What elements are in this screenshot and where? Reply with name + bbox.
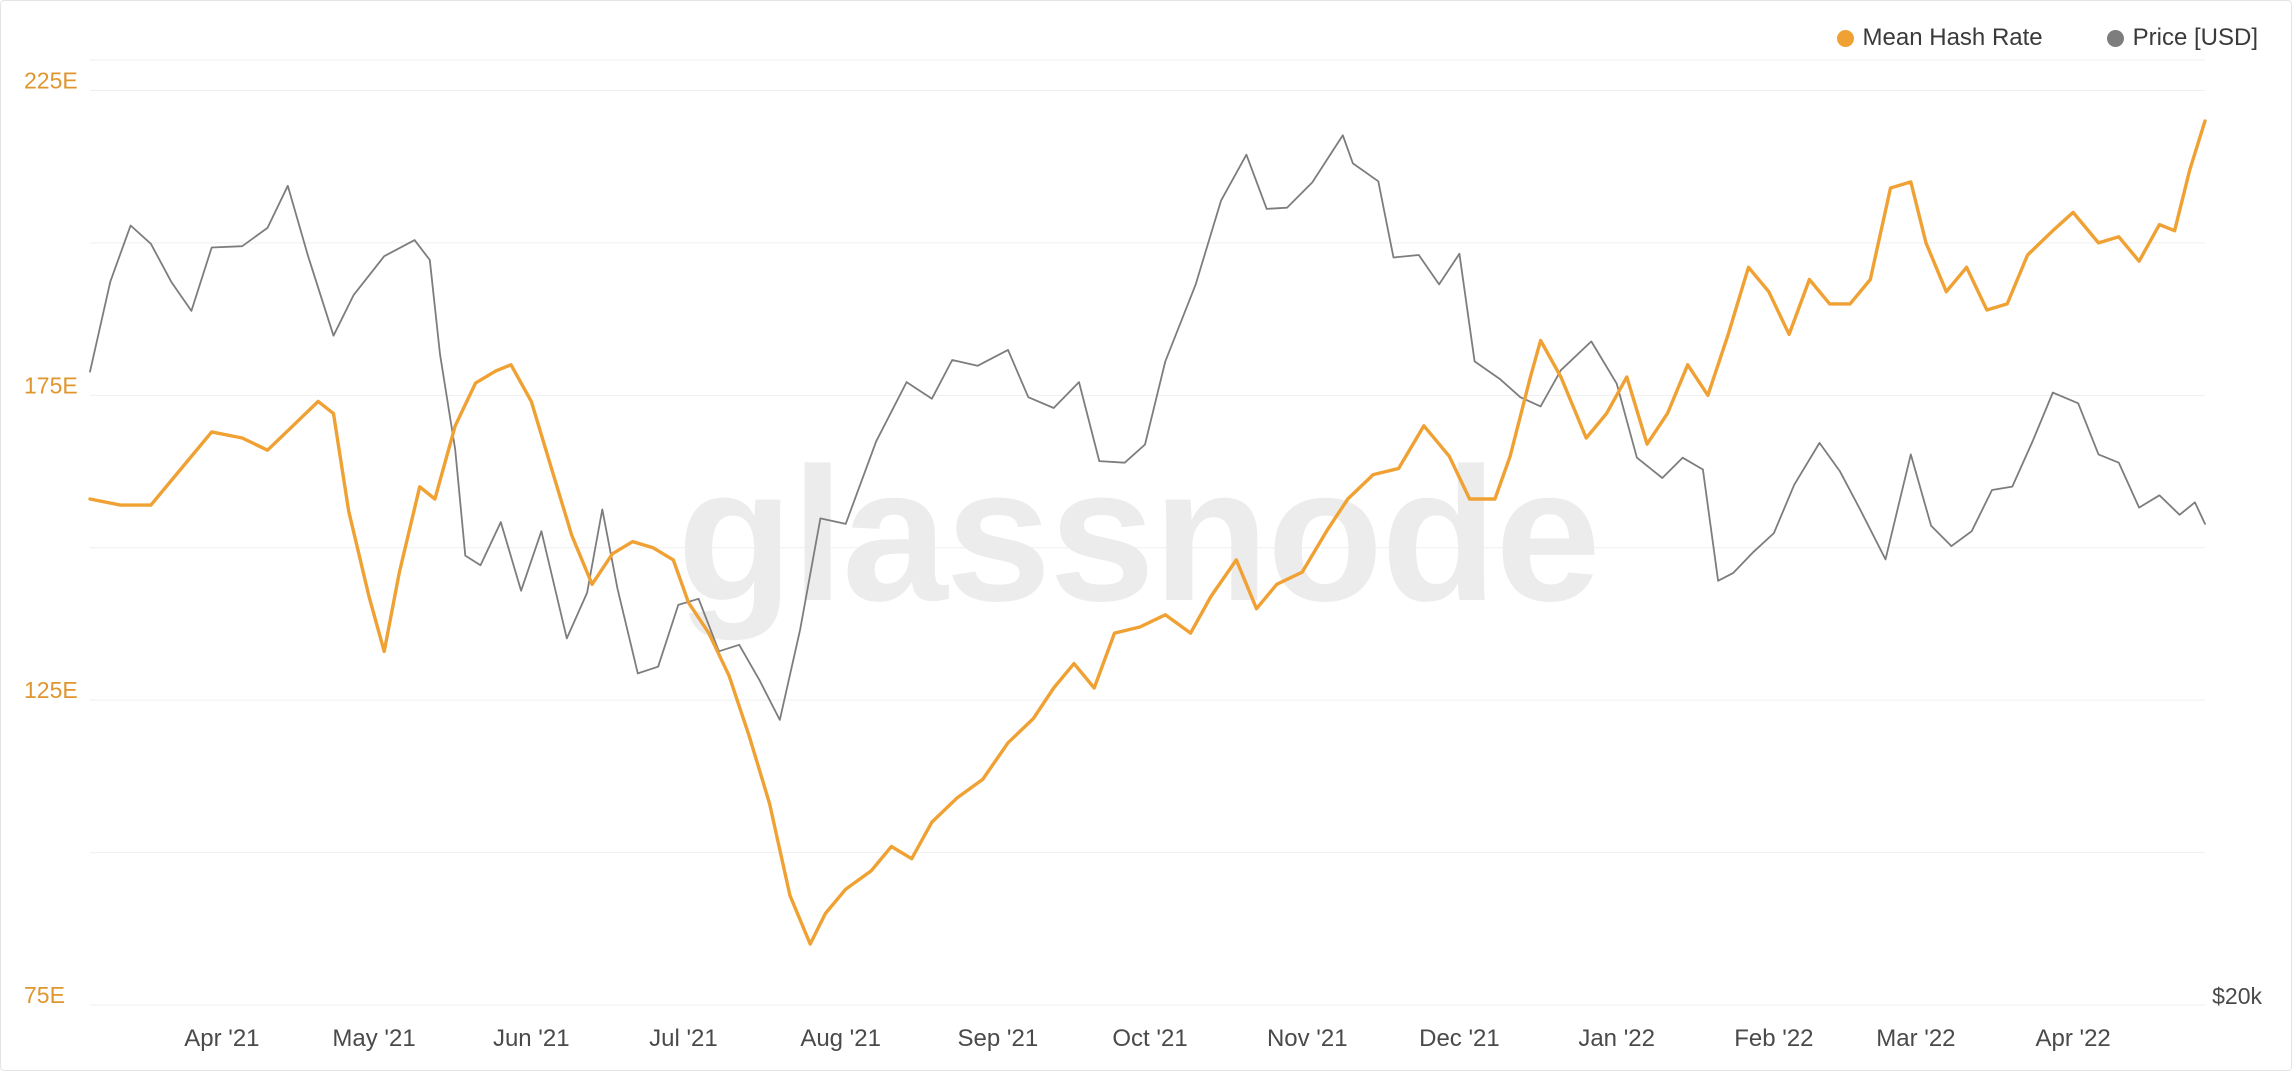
y-tick-label: 175E — [24, 372, 78, 398]
y-tick-label: 125E — [24, 677, 78, 703]
y-right-tick-label: $20k — [2212, 983, 2262, 1009]
y-axis-right-ticks: $20k — [2212, 983, 2262, 1009]
x-tick-label: Jun '21 — [493, 1025, 570, 1052]
x-tick-label: Feb '22 — [1734, 1025, 1813, 1052]
x-tick-label: Dec '21 — [1419, 1025, 1500, 1052]
series-line-hash-rate[interactable] — [88, 119, 2207, 946]
legend-label: Price [USD] — [2132, 24, 2258, 51]
legend-dot-icon — [1836, 29, 1854, 47]
legend: Mean Hash Rate Price [USD] — [1836, 24, 2258, 52]
x-tick-label: Mar '22 — [1876, 1025, 1955, 1052]
x-tick-label: Apr '22 — [2035, 1025, 2110, 1052]
legend-dot-icon — [2106, 29, 2124, 47]
x-tick-label: Jul '21 — [649, 1025, 718, 1052]
x-tick-label: Nov '21 — [1267, 1025, 1348, 1052]
x-axis-ticks: Apr '21 May '21 Jun '21 Jul '21 Aug '21 Sep '… — [184, 1025, 2111, 1052]
legend-item-price[interactable]: Price [USD] — [2106, 24, 2258, 52]
y-tick-label: 225E — [24, 67, 78, 93]
x-tick-label: Oct '21 — [1112, 1025, 1187, 1052]
legend-item-hash-rate[interactable]: Mean Hash Rate — [1836, 24, 2043, 52]
x-tick-label: Jan '22 — [1578, 1025, 1655, 1052]
x-tick-label: Aug '21 — [800, 1025, 881, 1052]
series-lines — [88, 119, 2207, 946]
grid-lines — [90, 59, 2205, 1006]
watermark: glassnode — [677, 429, 1599, 641]
legend-label: Mean Hash Rate — [1862, 24, 2043, 51]
x-tick-label: May '21 — [332, 1025, 415, 1052]
y-axis-left-ticks: 75E 125E 175E 225E — [24, 67, 78, 1008]
y-tick-label: 75E — [24, 982, 65, 1008]
x-tick-label: Apr '21 — [184, 1025, 259, 1052]
series-line-price[interactable] — [89, 134, 2206, 721]
x-tick-label: Sep '21 — [958, 1025, 1039, 1052]
